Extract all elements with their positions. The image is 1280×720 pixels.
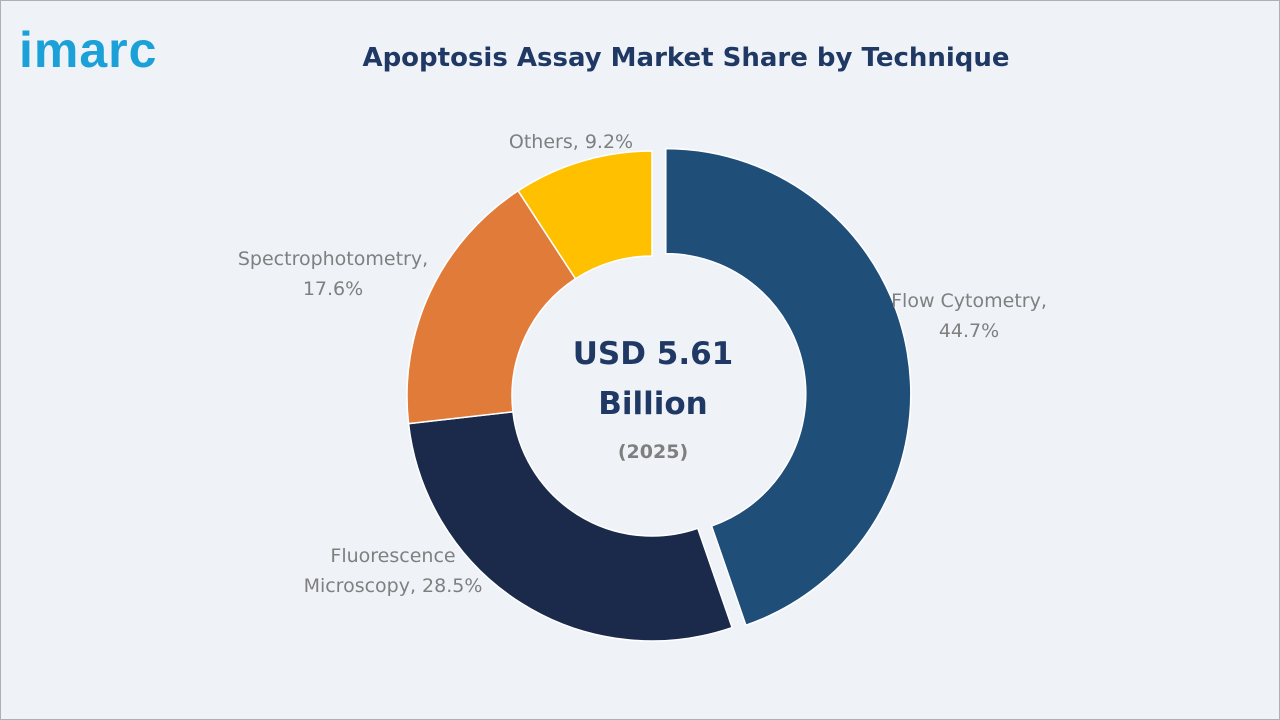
center-sublabel: (2025) [617,441,689,463]
donut-slice [665,147,912,627]
data-label: Spectrophotometry, 17.6% [237,248,429,300]
donut-slice [407,410,734,642]
chart-title: Apoptosis Assay Market Share by Techniqu… [362,43,1010,73]
center-text: USD 5.61 Billion (2025) [553,329,753,463]
center-label: USD 5.61 Billion [572,336,734,422]
data-label: Flow Cytometry, 44.7% [891,290,1047,342]
data-label: Others, 9.2% [508,131,634,153]
logo: imarc [19,22,158,78]
donut-slice [517,150,653,280]
donut-slice [406,189,577,425]
data-label: Fluorescence Microscopy, 28.5% [303,545,483,597]
